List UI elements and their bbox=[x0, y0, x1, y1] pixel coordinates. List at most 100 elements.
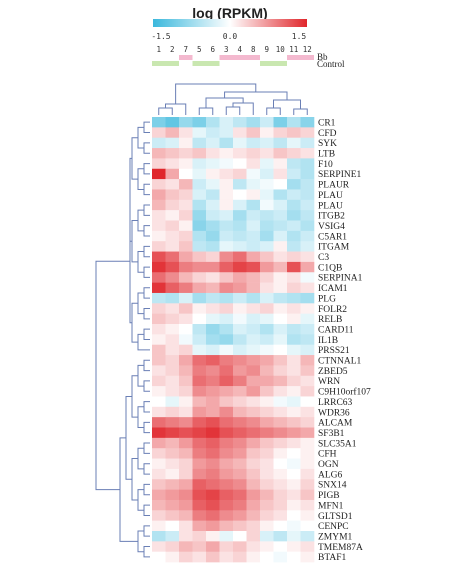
heatmap-cell bbox=[179, 375, 193, 387]
heatmap-cell bbox=[246, 313, 261, 325]
heatmap-cell bbox=[219, 386, 234, 397]
heatmap-cell bbox=[192, 489, 207, 501]
heatmap-cell bbox=[192, 220, 207, 232]
column-dendrogram-link bbox=[158, 107, 173, 115]
heatmap-cell bbox=[273, 210, 288, 221]
heatmap-cell bbox=[260, 551, 274, 563]
heatmap-cell bbox=[273, 365, 288, 377]
group-bar-bb bbox=[246, 55, 260, 60]
heatmap-cell bbox=[287, 168, 301, 180]
heatmap-cell bbox=[246, 489, 261, 501]
heatmap-cell bbox=[179, 303, 193, 314]
heatmap-cell bbox=[219, 541, 234, 552]
heatmap-cell bbox=[246, 199, 261, 211]
heatmap-cell bbox=[165, 220, 180, 232]
heatmap-cell bbox=[260, 313, 274, 325]
heatmap-cell bbox=[260, 365, 274, 377]
heatmap-cell bbox=[192, 251, 207, 263]
heatmap-cell bbox=[300, 479, 315, 490]
heatmap-cell bbox=[300, 510, 315, 521]
heatmap-cell bbox=[219, 261, 234, 273]
heatmap-cell bbox=[246, 344, 261, 356]
heatmap-cell bbox=[219, 396, 234, 408]
heatmap-cell bbox=[152, 117, 166, 128]
heatmap-cell bbox=[219, 531, 234, 542]
heatmap-cell bbox=[165, 117, 180, 128]
heatmap-cell bbox=[152, 241, 166, 252]
heatmap-cell bbox=[192, 344, 207, 356]
heatmap-cell bbox=[246, 531, 261, 542]
group-bar-control bbox=[192, 61, 206, 66]
heatmap-cell bbox=[152, 272, 166, 283]
row-dendrogram-link bbox=[143, 525, 150, 537]
heatmap-cell bbox=[233, 127, 247, 138]
row-dendrogram-link bbox=[143, 183, 150, 196]
heatmap-cell bbox=[246, 292, 261, 304]
heatmap-cell bbox=[165, 210, 180, 221]
heatmap-cell bbox=[287, 137, 301, 149]
heatmap-cell bbox=[192, 148, 207, 159]
heatmap-cell bbox=[192, 375, 207, 387]
heatmap-cell bbox=[287, 210, 301, 221]
heatmap-cell bbox=[219, 313, 234, 325]
heatmap-cell bbox=[260, 220, 274, 232]
row-dendrogram-link bbox=[137, 251, 144, 273]
heatmap-cell bbox=[165, 127, 180, 138]
heatmap-cell bbox=[219, 199, 234, 211]
heatmap-cell bbox=[273, 386, 288, 397]
heatmap-cell bbox=[219, 303, 234, 314]
heatmap-cell bbox=[206, 448, 220, 459]
heatmap-cell bbox=[219, 448, 234, 459]
heatmap-cell bbox=[192, 355, 207, 366]
heatmap-cell bbox=[206, 117, 220, 128]
heatmap-cell bbox=[260, 292, 274, 304]
row-label: SNX14 bbox=[318, 481, 347, 491]
heatmap-cell bbox=[219, 489, 234, 501]
heatmap-cell bbox=[246, 355, 261, 366]
heatmap-cell bbox=[152, 499, 166, 511]
heatmap-cell bbox=[206, 137, 220, 149]
column-label: 3 bbox=[224, 45, 229, 54]
heatmap-cell bbox=[179, 551, 193, 563]
heatmap-cell bbox=[152, 158, 166, 170]
row-label: VSIG4 bbox=[318, 222, 345, 232]
row-dendrogram-link bbox=[143, 421, 150, 434]
heatmap-cell bbox=[165, 137, 180, 149]
heatmap-cell bbox=[260, 148, 274, 159]
heatmap-cell bbox=[165, 230, 180, 242]
row-label: C1QB bbox=[318, 263, 342, 273]
row-label: PLG bbox=[318, 294, 336, 304]
heatmap-cell bbox=[219, 127, 234, 138]
heatmap-cell bbox=[273, 396, 288, 408]
heatmap-cell bbox=[219, 158, 234, 170]
heatmap-cell bbox=[260, 448, 274, 459]
row-label: SERPINE1 bbox=[318, 170, 362, 180]
heatmap-cell bbox=[192, 127, 207, 138]
heatmap-cell bbox=[273, 272, 288, 283]
row-dendrogram-link bbox=[125, 395, 132, 480]
heatmap-cell bbox=[287, 230, 301, 242]
row-label: PLAU bbox=[318, 201, 343, 211]
heatmap-cell bbox=[152, 199, 166, 211]
heatmap-cell bbox=[179, 520, 193, 532]
heatmap-cell bbox=[219, 344, 234, 356]
heatmap-cell bbox=[165, 520, 180, 532]
heatmap-cell bbox=[260, 406, 274, 418]
heatmap-cell bbox=[152, 324, 166, 335]
group-bar-bb bbox=[260, 55, 274, 60]
heatmap-cell bbox=[233, 210, 247, 221]
heatmap-cell bbox=[246, 117, 261, 128]
heatmap-cell bbox=[300, 365, 315, 377]
heatmap-cell bbox=[300, 117, 315, 128]
group-bar-bb bbox=[179, 55, 193, 60]
column-dendrogram-link bbox=[225, 106, 241, 115]
group-bar-bb bbox=[233, 55, 247, 60]
heatmap-cell bbox=[179, 117, 193, 128]
heatmap-cell bbox=[179, 313, 193, 325]
row-dendrogram-link bbox=[137, 168, 144, 190]
heatmap-cell bbox=[300, 303, 315, 314]
heatmap-cell bbox=[300, 210, 315, 221]
heatmap-cell bbox=[233, 282, 247, 294]
heatmap-cell bbox=[165, 344, 180, 356]
group-bar-control bbox=[179, 61, 193, 66]
